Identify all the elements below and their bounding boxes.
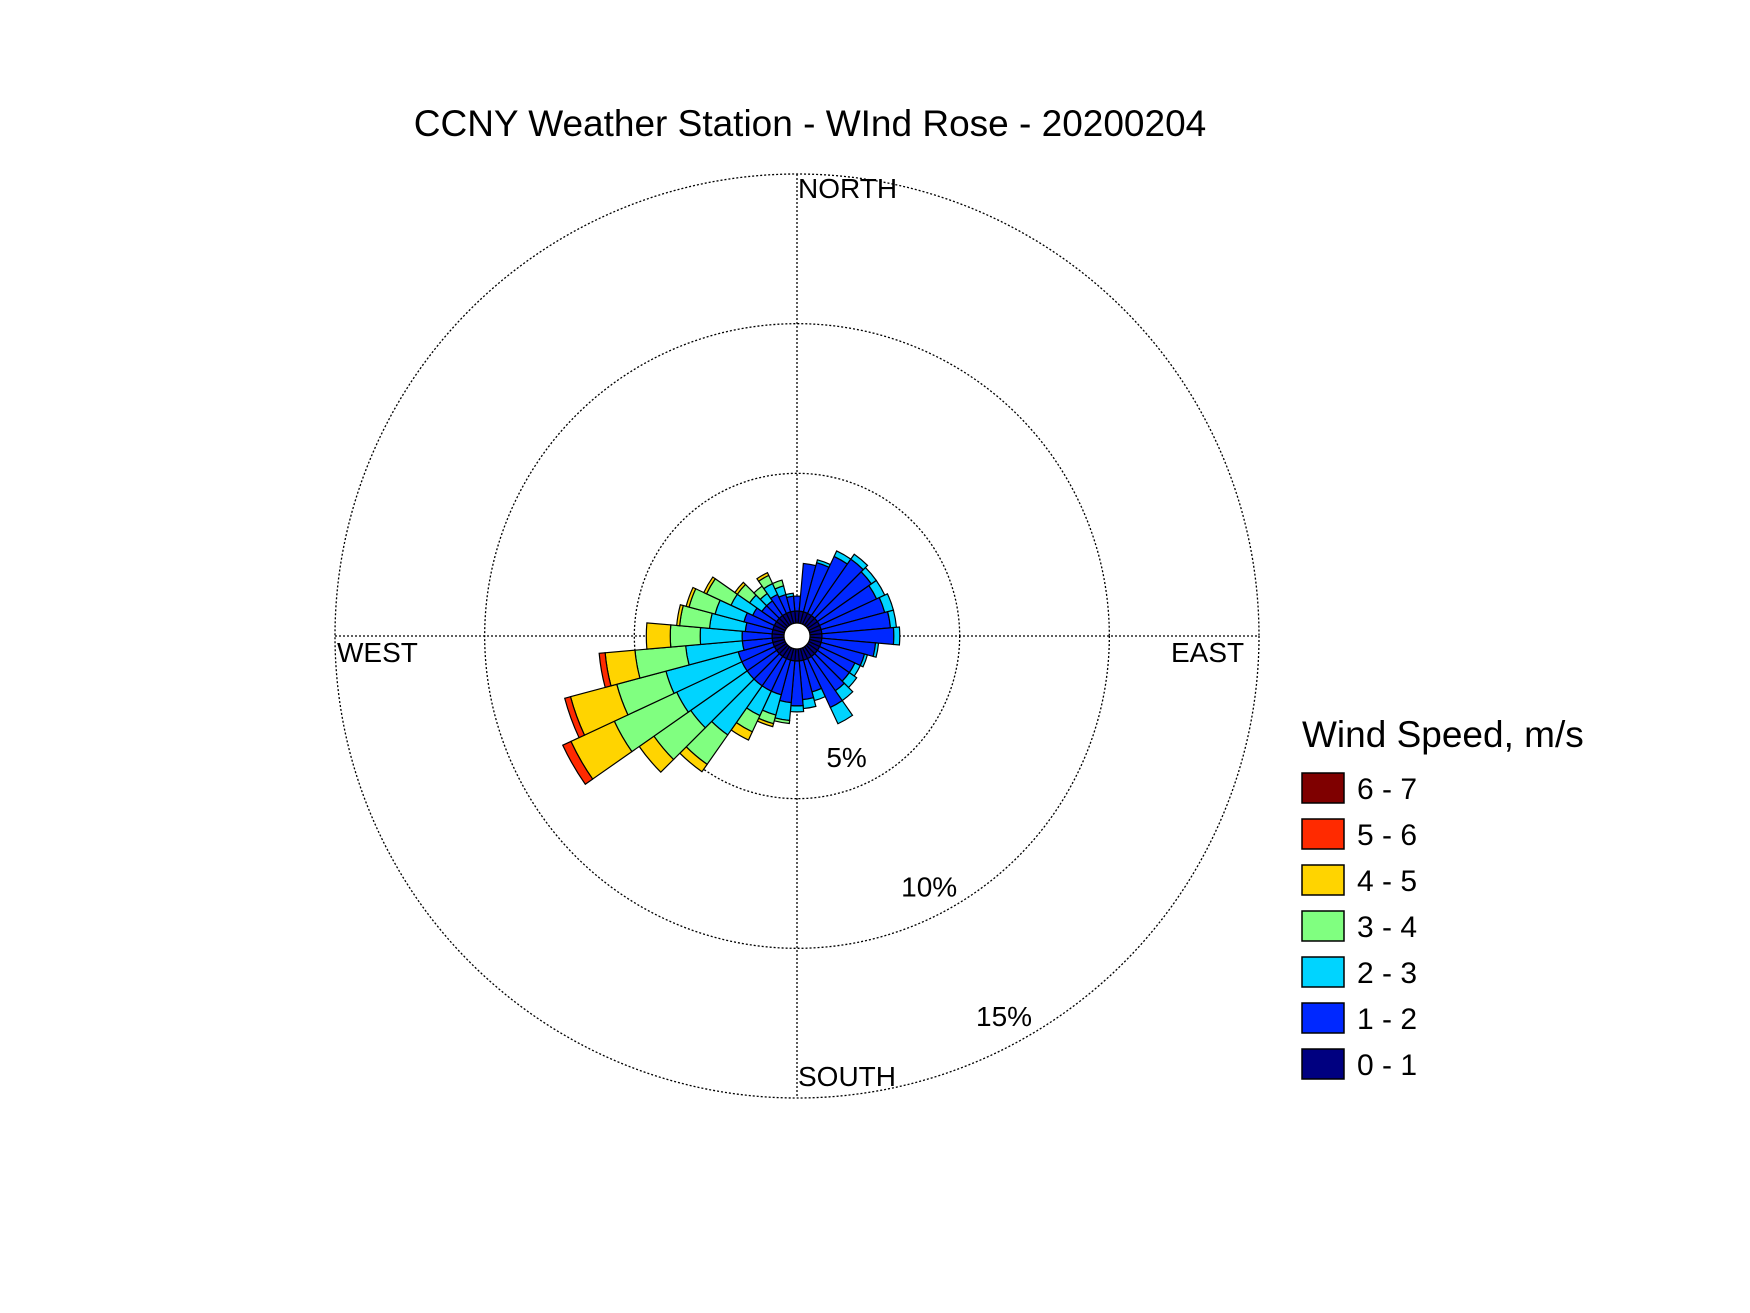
west-label: WEST	[337, 637, 418, 668]
legend-label-4: 3 - 4	[1357, 911, 1417, 944]
legend-swatch-7	[1301, 1048, 1345, 1080]
legend-swatch-3	[1301, 864, 1345, 896]
legend-title: Wind Speed, m/s	[1302, 714, 1584, 755]
east-label: EAST	[1171, 637, 1244, 668]
wind-sectors	[561, 550, 901, 786]
sector-280-bin-4-5	[676, 604, 684, 627]
legend-label-3: 4 - 5	[1357, 865, 1417, 898]
sector-270-bin-3-4	[669, 624, 702, 648]
sector-240-bin-5-6	[561, 740, 594, 786]
sector-250-bin-5-6	[563, 695, 586, 739]
legend: Wind Speed, m/s 6 - 7 5 - 6 4 - 5 3 - 4 2 - …	[1301, 714, 1584, 1082]
legend-label-6: 1 - 2	[1357, 1003, 1417, 1036]
sector-340-bin-3-4	[771, 579, 785, 590]
sector-90-bin-2-3	[892, 626, 901, 646]
radial-tick-label-3: 15%	[976, 1001, 1032, 1032]
legend-label-1: 6 - 7	[1357, 773, 1417, 806]
legend-swatch-4	[1301, 910, 1345, 942]
sector-350-bin-2-3	[785, 592, 795, 599]
south-label: SOUTH	[798, 1061, 896, 1092]
sector-300-bin-4-5	[703, 576, 717, 595]
sector-330-bin-4-5	[756, 571, 770, 583]
sector-150-bin-2-3	[829, 699, 854, 725]
sector-170-bin-2-3	[801, 696, 817, 710]
radial-tick-label-1: 5%	[826, 742, 866, 773]
calm-center	[783, 622, 811, 650]
sector-110-bin-2-3	[859, 653, 869, 668]
legend-label-5: 2 - 3	[1357, 957, 1417, 990]
north-label: NORTH	[798, 173, 897, 204]
sector-310-bin-4-5	[734, 581, 747, 596]
chart-title: CCNY Weather Station - WInd Rose - 20200…	[414, 103, 1206, 144]
sector-290-bin-4-5	[685, 586, 697, 608]
legend-swatch-2	[1301, 818, 1345, 850]
radial-tick-label-2: 10%	[901, 871, 957, 902]
sector-270-bin-4-5	[645, 622, 672, 650]
sector-180-bin-2-3	[789, 704, 805, 713]
sector-40-bin-2-3	[849, 553, 869, 571]
legend-label-7: 0 - 1	[1357, 1049, 1417, 1082]
sector-260-bin-5-6	[598, 652, 612, 689]
legend-label-2: 5 - 6	[1357, 819, 1417, 852]
grid-labels: NORTH SOUTH WEST EAST 5% 10% 15%	[337, 173, 1244, 1092]
legend-swatch-6	[1301, 1002, 1345, 1034]
legend-swatch-5	[1301, 956, 1345, 988]
legend-swatch-1	[1301, 772, 1345, 804]
sector-100-bin-2-3	[872, 642, 880, 658]
